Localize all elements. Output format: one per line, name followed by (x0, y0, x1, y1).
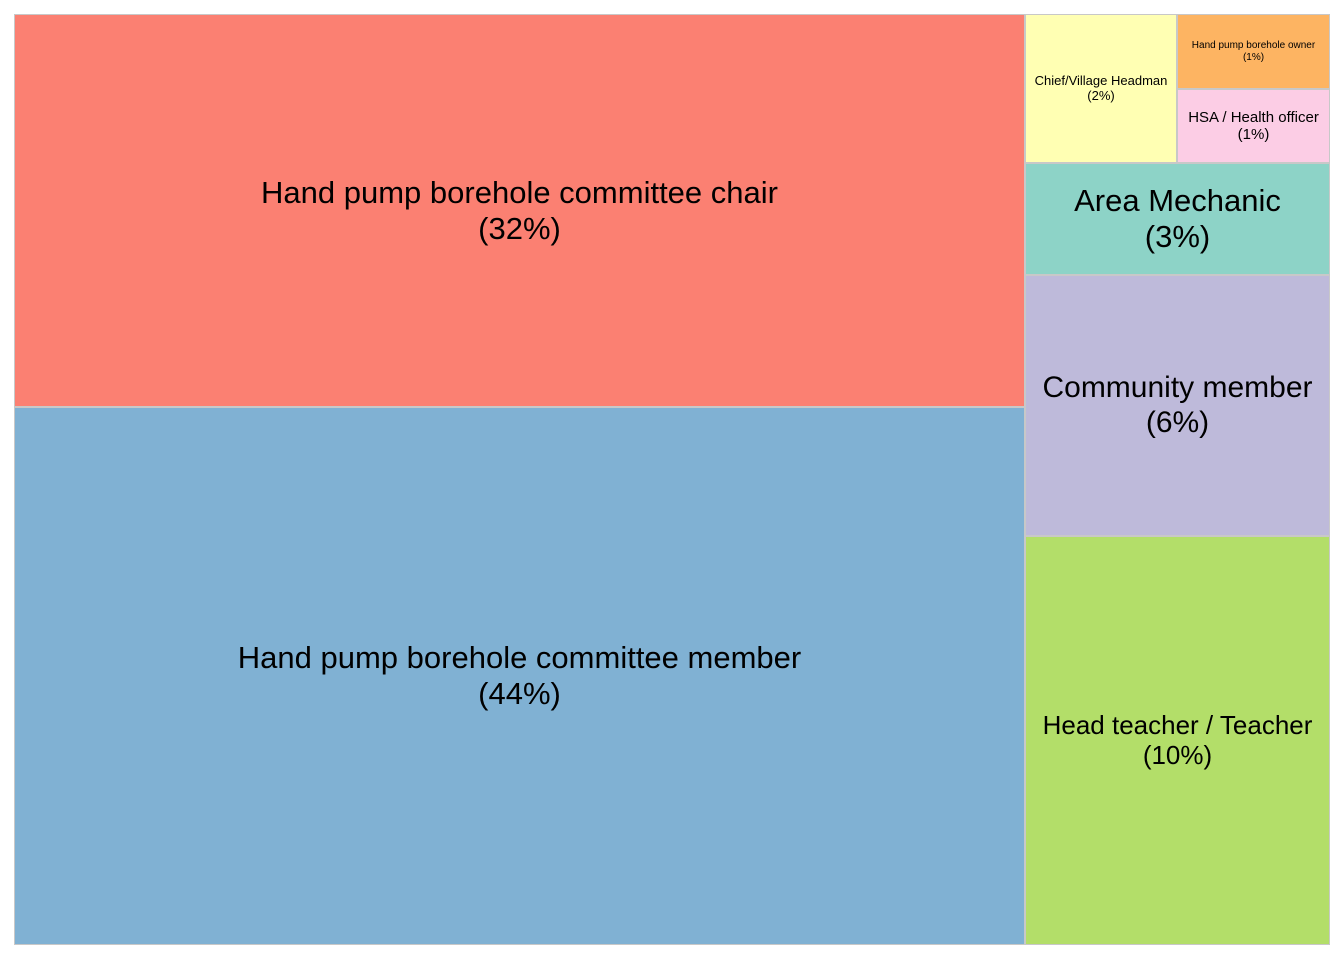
tile-percentage: (3%) (1144, 219, 1211, 254)
treemap-tile-hand-pump-borehole-committee-member: Hand pump borehole committee member (44%) (14, 407, 1025, 945)
tile-label: Hand pump borehole committee member (237, 640, 802, 676)
tile-percentage: (1%) (1237, 126, 1270, 143)
tile-percentage: (6%) (1145, 405, 1210, 439)
treemap-tile-area-mechanic: Area Mechanic (3%) (1025, 163, 1330, 275)
treemap-tile-hsa-health-officer: HSA / Health officer (1%) (1177, 89, 1330, 163)
tile-label: Area Mechanic (1074, 183, 1281, 219)
tile-label: Hand pump borehole committee chair (261, 174, 778, 210)
tile-percentage: (1%) (1242, 51, 1265, 63)
tile-label: Head teacher / Teacher (1042, 709, 1313, 740)
treemap-tile-chief-village-headman: Chief/Village Headman (2%) (1025, 14, 1177, 163)
treemap-tile-hand-pump-borehole-committee-chair: Hand pump borehole committee chair (32%) (14, 14, 1025, 407)
tile-percentage: (44%) (478, 676, 561, 711)
tile-percentage: (10%) (1142, 739, 1213, 770)
tile-label: Chief/Village Headman (1034, 72, 1168, 88)
tile-label: Hand pump borehole owner (1191, 40, 1316, 51)
treemap-tile-community-member: Community member (6%) (1025, 275, 1330, 536)
tile-percentage: (32%) (478, 210, 561, 246)
tile-percentage: (2%) (1087, 87, 1115, 103)
treemap-tile-head-teacher-teacher: Head teacher / Teacher (10%) (1025, 536, 1330, 945)
treemap-tile-hand-pump-borehole-owner: Hand pump borehole owner (1%) (1177, 14, 1330, 89)
tile-label: HSA / Health officer (1188, 108, 1319, 126)
tile-label: Community member (1042, 371, 1313, 404)
